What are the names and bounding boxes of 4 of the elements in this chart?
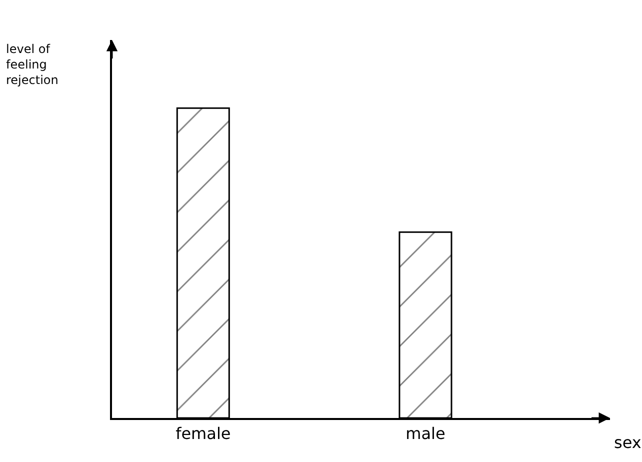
x-tick-label: female — [176, 424, 231, 443]
x-axis-title: sex — [614, 433, 642, 452]
x-tick-label: male — [406, 424, 446, 443]
y-axis-title: level of feeling rejection — [6, 42, 58, 88]
